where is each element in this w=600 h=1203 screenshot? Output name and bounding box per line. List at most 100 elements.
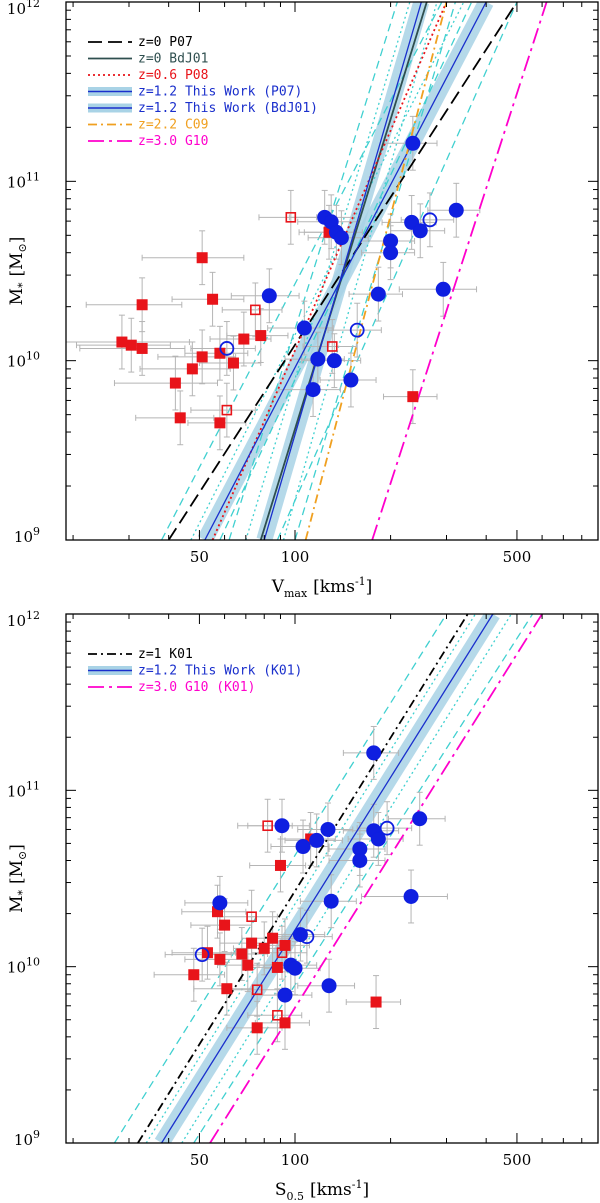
y-tick-label: 1010 bbox=[7, 350, 40, 371]
scatter-guide-line bbox=[161, 2, 443, 540]
relation-line bbox=[304, 2, 448, 540]
data-point-circle bbox=[412, 223, 428, 239]
y-tick-label: 1012 bbox=[7, 0, 40, 18]
data-point-circle bbox=[448, 202, 464, 218]
y-tick-exponent: 10 bbox=[26, 956, 40, 969]
y-axis-symbol: M bbox=[7, 895, 27, 912]
x-axis-symbol: S bbox=[275, 1180, 287, 1200]
axis-ticks bbox=[66, 1, 599, 541]
data-point-square bbox=[186, 363, 198, 375]
scatter-guide-line bbox=[228, 2, 398, 540]
y-tick-exponent: 12 bbox=[26, 0, 40, 10]
y-tick-label: 1010 bbox=[7, 956, 40, 977]
legend-label: z=1 K01 bbox=[138, 647, 193, 662]
x-tick-label: 50 bbox=[190, 1151, 209, 1169]
legend-label-text: z=1.2 This Work (P07) bbox=[138, 85, 302, 100]
data-point-square bbox=[276, 947, 288, 959]
data-point-square bbox=[188, 969, 200, 981]
data-point-square bbox=[285, 212, 297, 223]
y-axis-subscript: * bbox=[16, 889, 29, 895]
relation-line bbox=[371, 2, 548, 540]
legend-label-text: z=1.2 This Work (K01) bbox=[138, 664, 302, 679]
y-tick-label: 1011 bbox=[7, 779, 40, 800]
legend-label: z=0.6 P08 bbox=[138, 68, 208, 83]
scatter-guide-line bbox=[276, 2, 518, 540]
data-point-square bbox=[136, 299, 148, 311]
relation-line bbox=[263, 2, 422, 540]
data-point-square bbox=[370, 996, 382, 1008]
legend-label-text: z=3.0 G10 (K01) bbox=[138, 680, 255, 695]
data-point-square bbox=[219, 919, 231, 931]
y-tick-exponent: 11 bbox=[26, 170, 40, 183]
scatter-guide-line bbox=[193, 614, 534, 1143]
data-point-square bbox=[196, 252, 208, 264]
data-point-square bbox=[236, 948, 248, 960]
data-point-square bbox=[221, 983, 233, 995]
legend-label: z=3.0 G10 (K01) bbox=[138, 680, 255, 695]
y-tick-base: 10 bbox=[7, 0, 26, 18]
data-point-circle bbox=[299, 929, 315, 945]
data-point-circle bbox=[383, 245, 399, 261]
data-point-circle bbox=[287, 960, 303, 976]
x-axis-symbol: V bbox=[271, 577, 285, 597]
legend-label-text: z=0 P07 bbox=[138, 35, 193, 50]
data-point-circle bbox=[326, 353, 342, 369]
legend-label-text: z=3.0 G10 bbox=[138, 134, 208, 149]
x-axis-units: [kms bbox=[310, 1180, 352, 1200]
y-axis-units-close: ] bbox=[7, 844, 27, 851]
legend-label-text: z=0 BdJ01 bbox=[138, 52, 208, 67]
data-point-square bbox=[214, 953, 226, 965]
legend-label: z=3.0 G10 bbox=[138, 134, 208, 149]
legend: z=1 K01 z=1.2 This Work (K01)z=3.0 G10 (K… bbox=[88, 647, 302, 695]
data-point-square bbox=[326, 341, 338, 352]
data-point-square bbox=[251, 1022, 263, 1034]
data-point-circle bbox=[366, 745, 382, 761]
legend-label-text: z=0.6 P08 bbox=[138, 68, 208, 83]
y-tick-exponent: 10 bbox=[26, 350, 40, 363]
data-point-circle bbox=[323, 893, 339, 909]
data-point-square bbox=[407, 391, 419, 403]
plot-area bbox=[66, 2, 548, 540]
data-point-circle bbox=[194, 947, 210, 963]
data-point-square bbox=[271, 961, 283, 973]
data-point-circle bbox=[349, 322, 365, 338]
data-point-square bbox=[272, 1009, 283, 1021]
data-point-circle bbox=[405, 135, 421, 151]
data-point-square bbox=[116, 336, 128, 348]
scatter-guide-line bbox=[145, 614, 476, 1143]
y-tick-base: 10 bbox=[7, 612, 26, 630]
data-point-circle bbox=[333, 230, 349, 246]
data-point-circle bbox=[379, 820, 395, 836]
data-point-square bbox=[207, 293, 219, 305]
x-axis-units: [kms bbox=[313, 577, 355, 597]
x-tick-label: 500 bbox=[503, 1151, 532, 1169]
relation-line bbox=[161, 614, 494, 1143]
data-point-circle bbox=[274, 818, 290, 834]
y-tick-base: 10 bbox=[14, 1131, 33, 1149]
y-axis-units-subscript: ⊙ bbox=[16, 243, 29, 252]
y-axis-units-subscript: ⊙ bbox=[16, 851, 29, 860]
scatter-guide-line bbox=[245, 2, 411, 540]
y-axis-units: [M bbox=[7, 252, 27, 276]
data-point-circle bbox=[219, 341, 235, 356]
data-point-square bbox=[262, 820, 273, 832]
legend-label: z=1.2 This Work (P07) bbox=[138, 85, 302, 100]
x-axis-subscript: 0.5 bbox=[287, 1190, 305, 1203]
x-axis-units-close: ] bbox=[363, 1180, 370, 1200]
y-axis-units-close: ] bbox=[7, 237, 27, 244]
data-point-square bbox=[136, 342, 148, 354]
legend-label-text: z=2.2 C09 bbox=[138, 118, 208, 133]
data-point-circle bbox=[305, 382, 321, 398]
plot-frame bbox=[65, 1, 599, 541]
data-point-circle bbox=[212, 895, 228, 911]
axis-ticks bbox=[66, 613, 599, 1144]
x-axis-units-exponent: -1 bbox=[355, 575, 366, 588]
data-point-circle bbox=[321, 978, 337, 994]
relation-line bbox=[204, 2, 487, 540]
data-point-square bbox=[274, 859, 286, 871]
data-point-square bbox=[258, 942, 270, 954]
plot-frame bbox=[65, 613, 599, 1144]
